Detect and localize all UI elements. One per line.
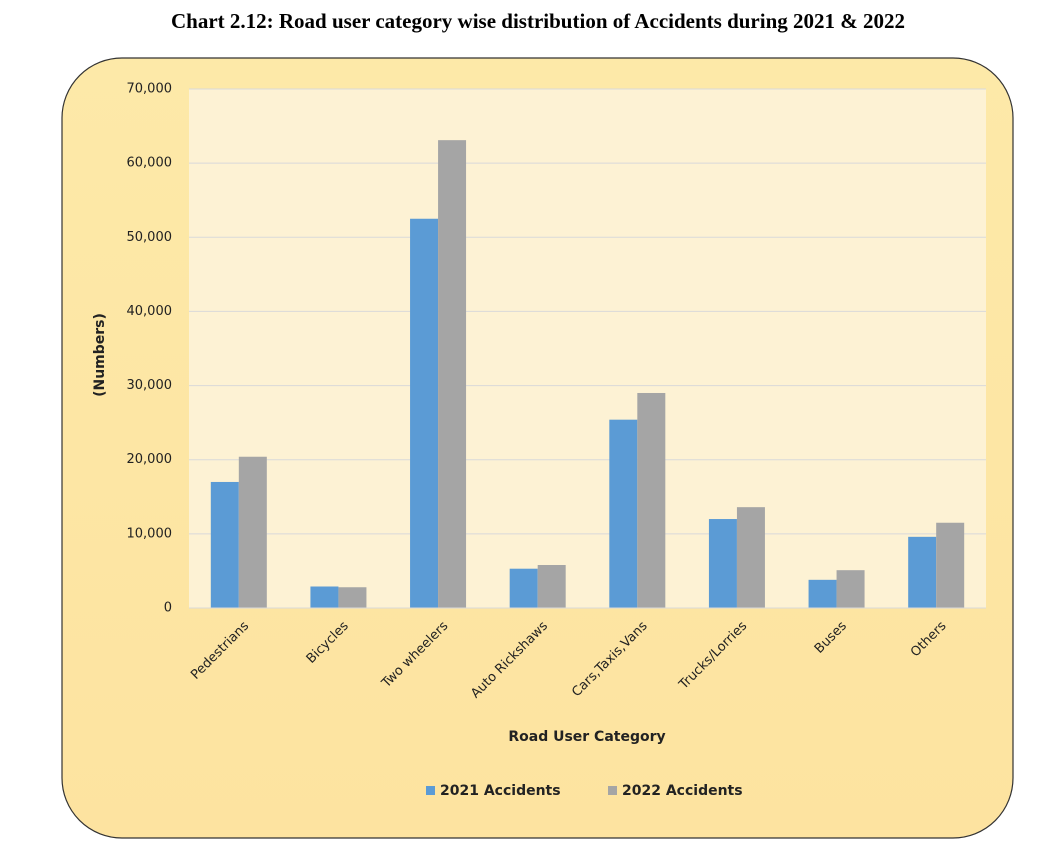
y-tick-label: 60,000 — [127, 156, 173, 171]
bar — [609, 419, 638, 608]
x-axis-title: Road User Category — [508, 729, 665, 745]
bar — [310, 586, 339, 608]
bar — [509, 568, 538, 608]
legend-swatch — [426, 786, 435, 795]
bar — [410, 218, 439, 608]
plot-area — [189, 89, 986, 608]
bar — [708, 519, 737, 608]
y-axis-title: (Numbers) — [92, 313, 108, 397]
chart-title: Chart 2.12: Road user category wise dist… — [171, 9, 905, 33]
y-tick-label: 70,000 — [127, 82, 173, 97]
bar — [238, 456, 267, 608]
legend-label: 2021 Accidents — [440, 783, 561, 799]
bar — [736, 507, 765, 608]
bar — [836, 570, 865, 608]
bar — [908, 536, 937, 608]
bar — [338, 587, 367, 608]
legend-label: 2022 Accidents — [622, 783, 743, 799]
bar — [808, 579, 837, 608]
y-tick-label: 40,000 — [127, 304, 173, 319]
bar — [438, 140, 467, 608]
y-tick-label: 50,000 — [127, 230, 173, 245]
y-tick-label: 30,000 — [127, 378, 173, 393]
bar — [537, 564, 566, 608]
y-tick-label: 20,000 — [127, 452, 173, 467]
y-tick-label: 0 — [164, 601, 172, 616]
y-tick-label: 10,000 — [127, 526, 173, 541]
legend-swatch — [608, 786, 617, 795]
bar — [210, 481, 239, 608]
bar — [936, 522, 965, 608]
bar — [637, 392, 666, 608]
